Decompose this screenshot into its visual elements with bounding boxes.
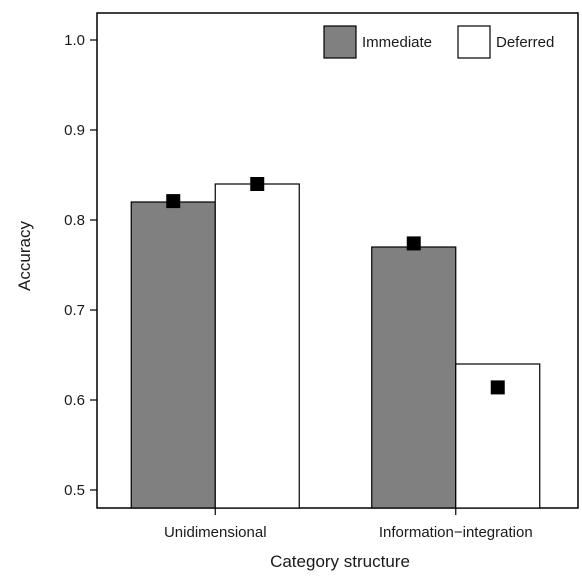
y-tick-label: 0.5 <box>64 482 85 499</box>
x-tick-label: Unidimensional <box>164 524 267 541</box>
marker-deferred-2 <box>490 380 505 395</box>
legend-label-deferred: Deferred <box>496 34 554 51</box>
marker-immediate-2 <box>406 236 421 251</box>
x-axis: Unidimensional Information−integration <box>164 508 533 541</box>
bar-deferred-1 <box>214 183 300 509</box>
y-axis: 0.5 0.6 0.7 0.8 0.9 1.0 <box>64 32 97 499</box>
y-tick-label: 1.0 <box>64 32 85 49</box>
legend-label-immediate: Immediate <box>362 34 432 51</box>
legend-swatch-immediate <box>323 25 357 59</box>
y-tick-label: 0.8 <box>64 212 85 229</box>
y-tick-label: 0.6 <box>64 392 85 409</box>
y-axis-title: Accuracy <box>15 221 34 291</box>
y-tick-label: 0.7 <box>64 302 85 319</box>
marker-immediate-1 <box>166 194 181 209</box>
marker-deferred-1 <box>250 177 265 191</box>
y-tick-label: 0.9 <box>64 122 85 139</box>
x-axis-title: Category structure <box>270 552 410 571</box>
bar-immediate-2 <box>371 246 457 509</box>
markers-group <box>166 177 505 395</box>
legend-swatch-deferred <box>457 25 491 59</box>
x-tick-label: Information−integration <box>379 524 533 541</box>
bar-immediate-1 <box>130 201 216 509</box>
legend: Immediate Deferred <box>323 25 554 59</box>
